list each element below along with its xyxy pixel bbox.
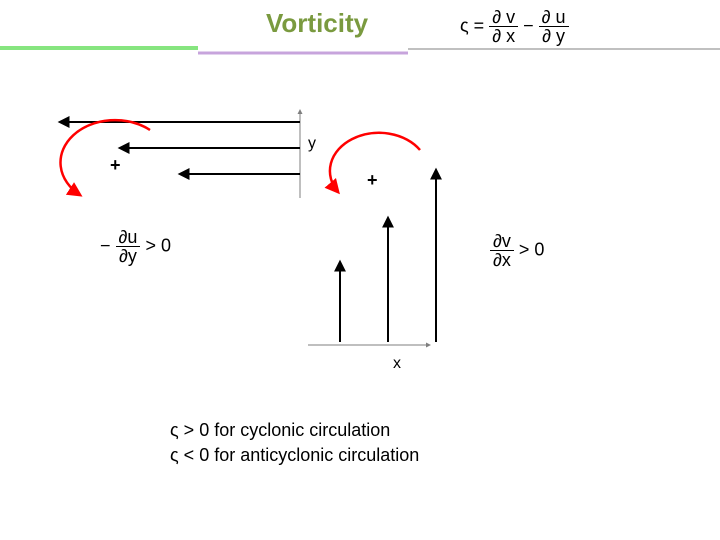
diagram-svg [0,0,720,540]
